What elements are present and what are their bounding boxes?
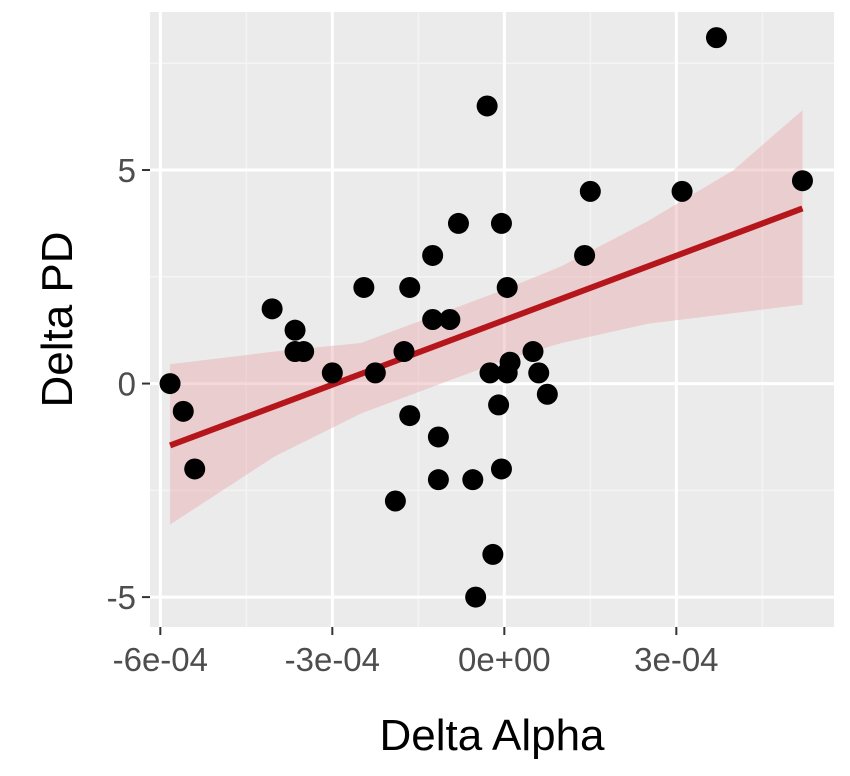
data-point — [399, 276, 421, 298]
data-point — [536, 383, 558, 405]
data-point — [476, 95, 498, 117]
data-point — [522, 341, 544, 363]
x-tick-label: -6e-04 — [113, 641, 208, 678]
x-tick-label: 0e+00 — [458, 641, 551, 678]
y-tick-label: -5 — [107, 579, 136, 616]
data-point — [574, 244, 596, 266]
data-point — [579, 180, 601, 202]
data-point — [393, 341, 415, 363]
data-point — [293, 341, 315, 363]
data-point — [261, 298, 283, 320]
data-point — [172, 400, 194, 422]
data-point — [159, 373, 181, 395]
data-point — [490, 212, 512, 234]
data-point — [490, 458, 512, 480]
x-axis-ticks: -6e-04 -3e-04 0e+00 3e-04 — [113, 627, 719, 678]
data-point — [321, 362, 343, 384]
data-point — [427, 469, 449, 491]
data-point — [284, 319, 306, 341]
x-tick-label: -3e-04 — [285, 641, 380, 678]
x-axis-title: Delta Alpha — [379, 711, 605, 760]
data-point — [488, 394, 510, 416]
data-point — [705, 27, 727, 49]
data-point — [465, 586, 487, 608]
y-tick-label: 5 — [118, 152, 136, 189]
confidence-band — [170, 110, 803, 525]
data-point — [482, 543, 504, 565]
regression-line — [169, 205, 804, 449]
data-point — [479, 362, 501, 384]
data-point — [447, 212, 469, 234]
data-point — [528, 362, 550, 384]
data-point — [422, 244, 444, 266]
data-point — [791, 170, 813, 192]
x-tick-label: 3e-04 — [634, 641, 718, 678]
data-point — [499, 351, 521, 373]
data-point — [496, 276, 518, 298]
data-point — [399, 405, 421, 427]
y-axis-title: Delta PD — [33, 231, 82, 407]
regression-line-layer — [169, 205, 804, 449]
data-point — [427, 426, 449, 448]
data-points — [159, 27, 813, 608]
data-point — [384, 490, 406, 512]
data-point — [671, 180, 693, 202]
data-point — [364, 362, 386, 384]
y-axis-ticks: -5 0 5 — [107, 152, 150, 616]
data-point — [462, 469, 484, 491]
data-point — [439, 309, 461, 330]
minor-gridlines — [150, 12, 834, 627]
y-tick-label: 0 — [118, 366, 136, 403]
confidence-band-layer — [170, 110, 803, 525]
data-point — [422, 309, 444, 330]
data-point — [184, 458, 206, 480]
data-point — [353, 276, 375, 298]
